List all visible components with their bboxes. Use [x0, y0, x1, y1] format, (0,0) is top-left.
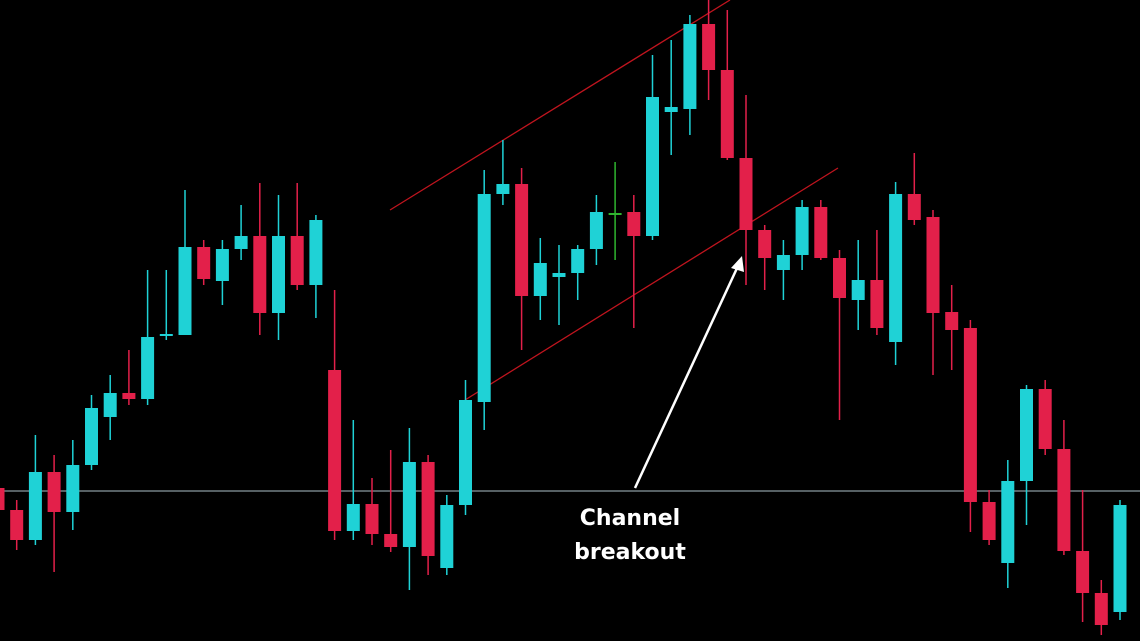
- candle-body: [571, 249, 585, 273]
- channel-lower: [464, 167, 839, 401]
- candle-body: [608, 213, 622, 215]
- candle-body: [402, 462, 416, 547]
- candle-body: [1094, 593, 1108, 625]
- candle-body: [215, 249, 229, 281]
- candle-body: [66, 465, 80, 512]
- candle-body: [1001, 481, 1015, 563]
- candle-body: [795, 207, 809, 255]
- candle-body: [309, 220, 323, 285]
- candle-body: [272, 236, 285, 313]
- candle-body: [926, 217, 940, 313]
- candle-body: [122, 393, 136, 399]
- candle-body: [477, 194, 491, 402]
- candle-body: [47, 472, 61, 512]
- candle-body: [515, 184, 529, 296]
- candle-body: [646, 97, 659, 236]
- candle-body: [945, 312, 959, 330]
- candle-body: [851, 280, 865, 300]
- candle-body: [496, 184, 510, 194]
- candle-body: [0, 488, 5, 510]
- candle-body: [664, 107, 678, 112]
- candle-body: [459, 400, 472, 505]
- candle-body: [814, 207, 828, 258]
- candle-body: [1038, 389, 1052, 449]
- candle-body: [758, 230, 772, 258]
- candle-body: [328, 370, 342, 531]
- candle-body: [739, 158, 753, 230]
- candle-body: [889, 194, 903, 342]
- arrow-shaft: [633, 265, 740, 489]
- candle-body: [103, 393, 117, 417]
- candle-body: [141, 337, 155, 399]
- annotation: Channel breakout: [574, 506, 686, 565]
- candle-body: [533, 263, 547, 296]
- candle-body: [346, 504, 360, 531]
- candle-body: [197, 247, 211, 279]
- candle-body: [627, 212, 641, 236]
- candle-body: [870, 280, 884, 328]
- candle-body: [702, 24, 716, 70]
- candle-body: [683, 24, 697, 109]
- candle-body: [290, 236, 304, 285]
- candle-body: [384, 534, 398, 547]
- candles: [0, 0, 1127, 635]
- arrow-head: [731, 256, 744, 272]
- candle-body: [720, 70, 734, 158]
- candle-body: [28, 472, 42, 540]
- candle-body: [1076, 551, 1090, 593]
- candle-body: [1057, 449, 1071, 551]
- candle-body: [440, 505, 454, 568]
- candle-body: [253, 236, 267, 313]
- candle-body: [85, 408, 98, 465]
- channel-upper: [389, 0, 731, 211]
- candle-body: [963, 328, 977, 502]
- candle-body: [776, 255, 790, 270]
- candle-body: [589, 212, 603, 249]
- candle-body: [833, 258, 846, 298]
- candle-body: [10, 510, 24, 540]
- candle-body: [982, 502, 996, 540]
- candle-body: [159, 334, 173, 336]
- candle-body: [552, 273, 566, 277]
- candle-body: [178, 247, 192, 335]
- candle-body: [234, 236, 248, 249]
- candle-body: [421, 462, 435, 556]
- candle-body: [365, 504, 379, 534]
- candle-body: [1020, 389, 1033, 481]
- candle-body: [907, 194, 921, 220]
- candle-body: [1113, 505, 1127, 612]
